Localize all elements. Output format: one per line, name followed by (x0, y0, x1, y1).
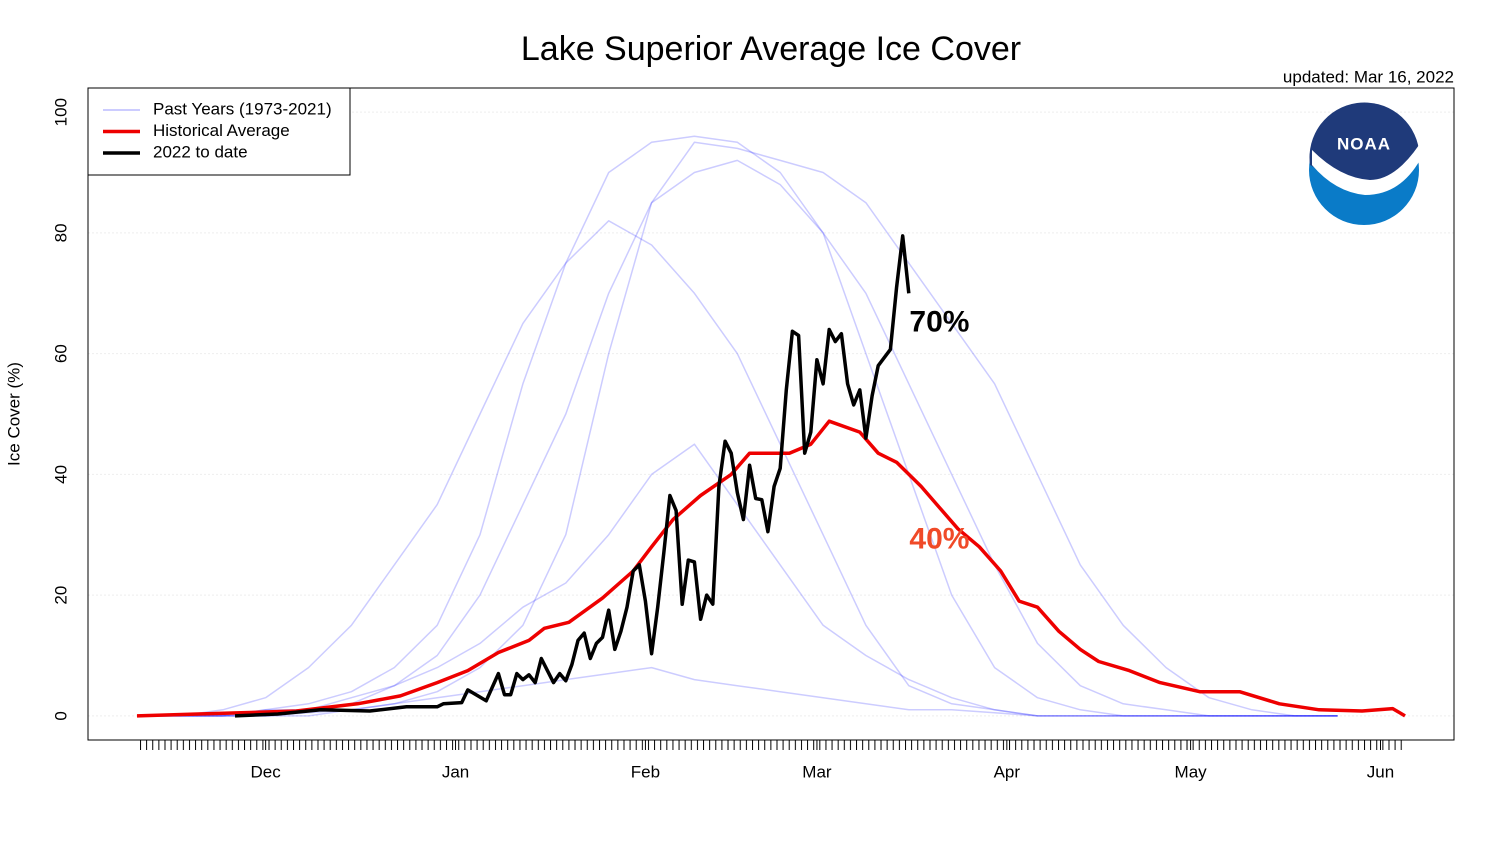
y-tick-label: 80 (51, 223, 70, 242)
axes: 0 20 40 60 80 100 Dec Jan Feb Mar Apr May Jun (51, 98, 1394, 782)
annotation: 40% (909, 523, 969, 556)
minor-ticks (138, 740, 1406, 750)
past-year-line (137, 443, 1338, 717)
y-tick-label: 60 (51, 344, 70, 363)
subtitle: updated: Mar 16, 2022 (1283, 67, 1454, 86)
y-tick-label: 40 (51, 465, 70, 484)
past-year-line (137, 141, 1338, 717)
legend: Past Years (1973-2021) Historical Average… (87, 87, 351, 176)
grid (88, 111, 1454, 717)
x-tick-label: May (1175, 762, 1208, 781)
x-tick-label: Jan (442, 762, 469, 781)
series-line (234, 234, 911, 718)
legend-box (87, 87, 351, 176)
x-tick-label: Dec (251, 762, 282, 781)
past-year-line (137, 220, 1338, 717)
y-axis-label: Ice Cover (%) (4, 362, 23, 466)
logo-top (1309, 102, 1419, 183)
plot-area (136, 135, 1406, 718)
legend-label: 2022 to date (153, 142, 248, 161)
past-year-line (137, 159, 1338, 717)
x-tick-label: Mar (802, 762, 832, 781)
logo-bird (1312, 145, 1420, 195)
logo-text: NOAA (1337, 134, 1391, 153)
x-tick-label: Feb (631, 762, 660, 781)
past-year-line (137, 135, 1338, 717)
series-line (136, 419, 1406, 718)
y-tick-label: 100 (51, 98, 70, 126)
x-tick-label: Apr (994, 762, 1021, 781)
chart-title: Lake Superior Average Ice Cover (521, 30, 1021, 68)
legend-label: Past Years (1973-2021) (153, 99, 332, 118)
legend-label: Historical Average (153, 121, 290, 140)
noaa-logo: NOAA (1309, 102, 1420, 225)
annotation: 70% (909, 305, 969, 338)
x-tick-label: Jun (1367, 762, 1394, 781)
plot-frame (87, 87, 1455, 741)
y-tick-label: 20 (51, 586, 70, 605)
y-tick-label: 0 (51, 711, 70, 720)
